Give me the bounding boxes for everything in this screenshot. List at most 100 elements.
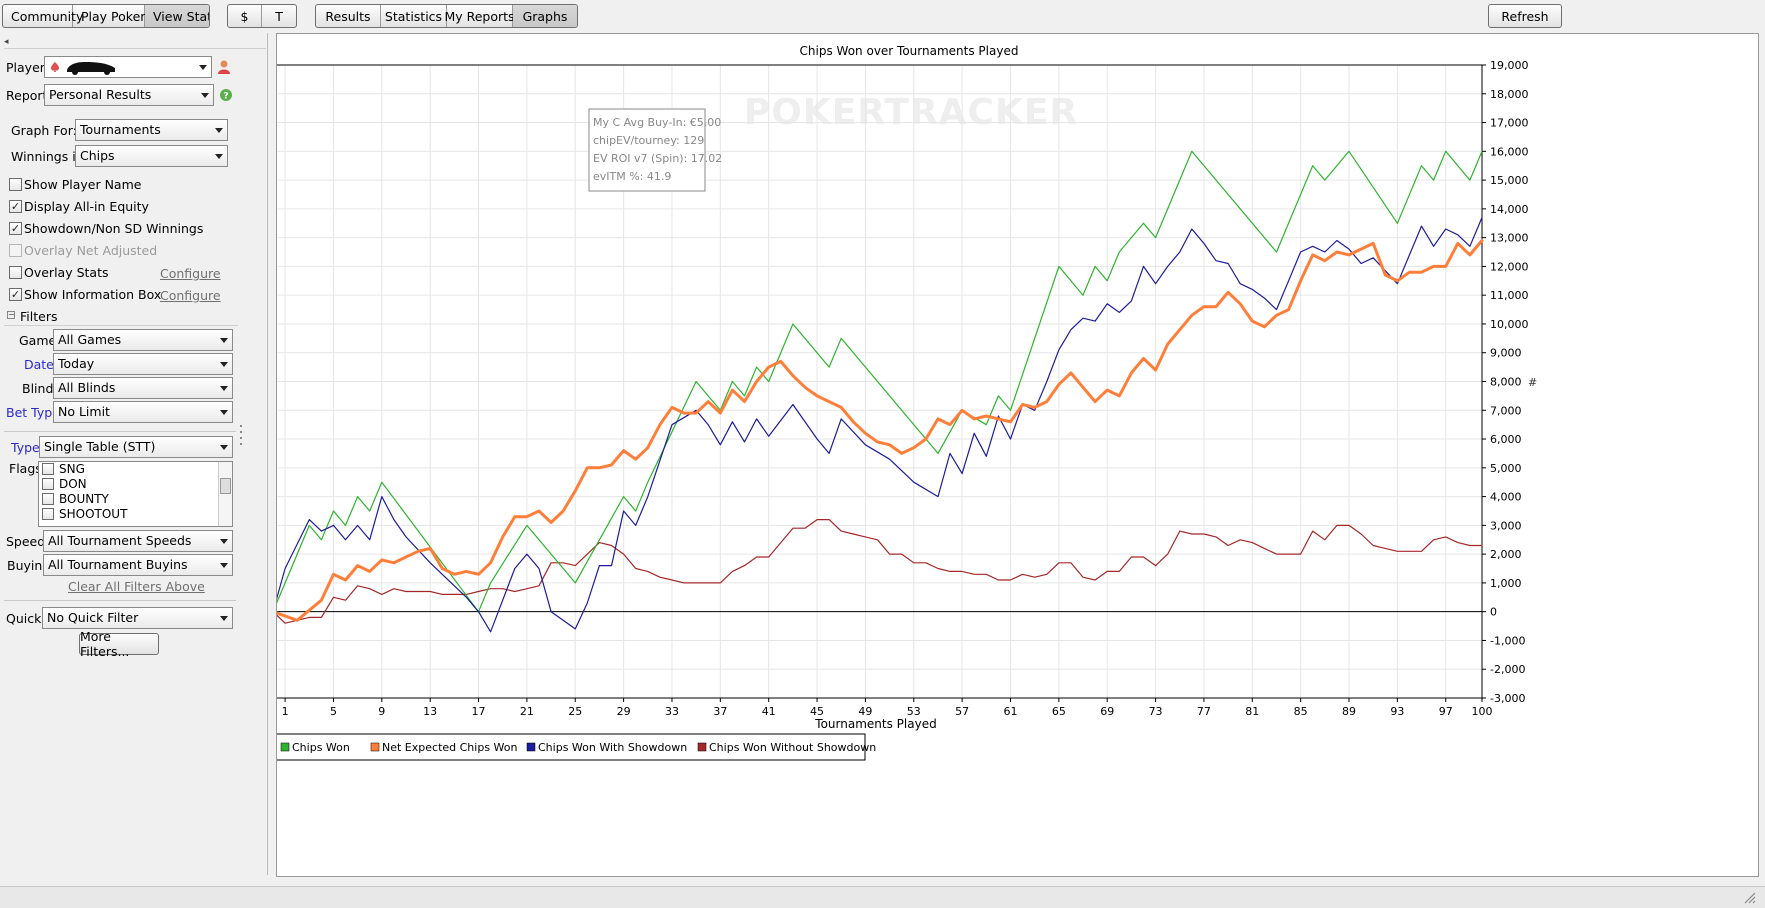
info-avg-buyin: My C Avg Buy-In: €5.00: [593, 116, 721, 129]
x-tick-label: 5: [330, 705, 337, 718]
scrollbar-thumb[interactable]: [220, 478, 231, 494]
graph-for-select[interactable]: Tournaments: [75, 119, 228, 141]
sidebar-splitter-handle[interactable]: [238, 423, 244, 453]
flag-sng-checkbox[interactable]: [42, 463, 54, 475]
bet-type-value: No Limit: [58, 404, 110, 419]
y-tick-label: 12,000: [1490, 260, 1529, 273]
type-label[interactable]: Type:: [11, 440, 44, 455]
series-line-chips-won: [277, 150, 1483, 613]
show-player-name-label: Show Player Name: [24, 177, 142, 192]
overlay-stats-checkbox[interactable]: [9, 266, 22, 279]
list-item[interactable]: SHOOTOUT: [39, 507, 232, 522]
tab-graphs[interactable]: Graphs: [513, 5, 577, 27]
chips-won-chart: Chips Won over Tournaments Played POKERT…: [277, 44, 1537, 761]
x-tick-label: 41: [762, 705, 776, 718]
x-tick-label: 37: [713, 705, 727, 718]
filters-header[interactable]: − Filters: [4, 308, 238, 326]
chart-legend: Chips Won Net Expected Chips Won Chips W…: [277, 733, 876, 761]
y-tick-label: 19,000: [1490, 59, 1529, 72]
x-tick-label: 97: [1439, 705, 1453, 718]
flag-shootout-checkbox[interactable]: [42, 508, 54, 520]
resize-grip-icon[interactable]: [1743, 891, 1757, 905]
tab-currency-dollar[interactable]: $: [228, 5, 263, 27]
y-tick-label: 0: [1490, 606, 1497, 619]
tab-my-reports[interactable]: My Reports: [444, 5, 515, 27]
quick-filter-select[interactable]: No Quick Filter: [42, 607, 233, 629]
tab-view-stats[interactable]: View Stats: [145, 5, 209, 27]
flags-listbox[interactable]: SNG DON BOUNTY SHOOTOUT: [38, 461, 233, 527]
speed-select[interactable]: All Tournament Speeds: [43, 530, 233, 552]
list-item[interactable]: BOUNTY: [39, 492, 232, 507]
watermark-logo: POKERTRACKER: [744, 92, 1078, 133]
tab-community[interactable]: Community: [3, 5, 83, 27]
legend-swatch-without-showdown: [697, 742, 707, 752]
list-item[interactable]: DON: [39, 477, 232, 492]
x-tick-label: 13: [423, 705, 437, 718]
x-tick-label: 53: [907, 705, 921, 718]
y-tick-label: 14,000: [1490, 203, 1529, 216]
chart-title: Chips Won over Tournaments Played: [800, 44, 1019, 58]
tab-play-poker[interactable]: Play Poker: [73, 5, 145, 27]
list-item[interactable]: SNG: [39, 462, 232, 477]
quick-label: Quick:: [6, 611, 46, 626]
clear-all-filters-link[interactable]: Clear All Filters Above: [68, 579, 205, 594]
bet-type-select[interactable]: No Limit: [53, 401, 233, 423]
collapse-sidebar-icon[interactable]: ◂: [4, 35, 266, 49]
sidebar: ◂ Player: Report: Personal Results ? Gra…: [0, 33, 268, 875]
y-tick-label: 3,000: [1490, 519, 1522, 532]
y-tick-label: 10,000: [1490, 318, 1529, 331]
overlay-net-adjusted-label: Overlay Net Adjusted: [24, 243, 158, 258]
overlay-stats-label: Overlay Stats: [24, 265, 109, 280]
graph-for-value: Tournaments: [80, 122, 161, 137]
report-select[interactable]: Personal Results: [44, 84, 214, 106]
y-tick-label: 17,000: [1490, 117, 1529, 130]
divider: [4, 600, 236, 601]
overlay-net-adjusted-checkbox: [9, 244, 22, 257]
tab-statistics[interactable]: Statistics: [381, 5, 447, 27]
flag-sng-label: SNG: [59, 462, 85, 476]
date-label[interactable]: Date:: [24, 357, 59, 372]
y-tick-label: 8,000: [1490, 376, 1522, 389]
player-label: Player:: [6, 60, 49, 75]
y-tick-label: 1,000: [1490, 577, 1522, 590]
blind-select[interactable]: All Blinds: [53, 377, 233, 399]
show-player-name-checkbox[interactable]: [9, 178, 22, 191]
flag-bounty-checkbox[interactable]: [42, 493, 54, 505]
flags-scrollbar[interactable]: [218, 462, 232, 526]
type-select[interactable]: Single Table (STT): [39, 436, 233, 458]
tab-currency-tournament[interactable]: T: [275, 8, 283, 24]
collapse-filters-icon[interactable]: −: [7, 310, 15, 319]
more-filters-button[interactable]: More Filters...: [79, 629, 159, 659]
tab-results[interactable]: Results: [316, 5, 381, 27]
showdown-nonsd-checkbox[interactable]: [9, 222, 22, 235]
refresh-button[interactable]: Refresh: [1488, 4, 1562, 28]
player-select[interactable]: [44, 56, 212, 78]
game-value: All Games: [58, 332, 122, 347]
x-tick-label: 45: [810, 705, 824, 718]
buyin-label: Buyin:: [7, 558, 47, 573]
bet-type-label[interactable]: Bet Type:: [6, 405, 65, 420]
overlay-stats-configure-link[interactable]: Configure: [160, 266, 221, 281]
display-allin-equity-checkbox[interactable]: [9, 200, 22, 213]
show-info-box-checkbox[interactable]: [9, 288, 22, 301]
buyin-select[interactable]: All Tournament Buyins: [43, 554, 233, 576]
legend-swatch-chips-won: [280, 742, 290, 752]
x-tick-label: 29: [617, 705, 631, 718]
show-info-box-configure-link[interactable]: Configure: [160, 288, 221, 303]
y-tick-label: 5,000: [1490, 462, 1522, 475]
date-select[interactable]: Today: [53, 353, 233, 375]
y-tick-label: 9,000: [1490, 347, 1522, 360]
winnings-in-select[interactable]: Chips: [75, 145, 228, 167]
y-tick-label: 16,000: [1490, 145, 1529, 158]
game-select[interactable]: All Games: [53, 329, 233, 351]
user-icon[interactable]: [217, 59, 231, 75]
flag-don-checkbox[interactable]: [42, 478, 54, 490]
x-tick-label: 65: [1052, 705, 1066, 718]
y-tick-label: 2,000: [1490, 548, 1522, 561]
legend-label-without-showdown: Chips Won Without Showdown: [709, 741, 876, 754]
y-tick-label: -3,000: [1490, 692, 1525, 705]
x-tick-label: 81: [1245, 705, 1259, 718]
flag-don-label: DON: [59, 477, 87, 491]
help-icon[interactable]: ?: [219, 88, 233, 102]
legend-label-showdown: Chips Won With Showdown: [538, 741, 687, 754]
